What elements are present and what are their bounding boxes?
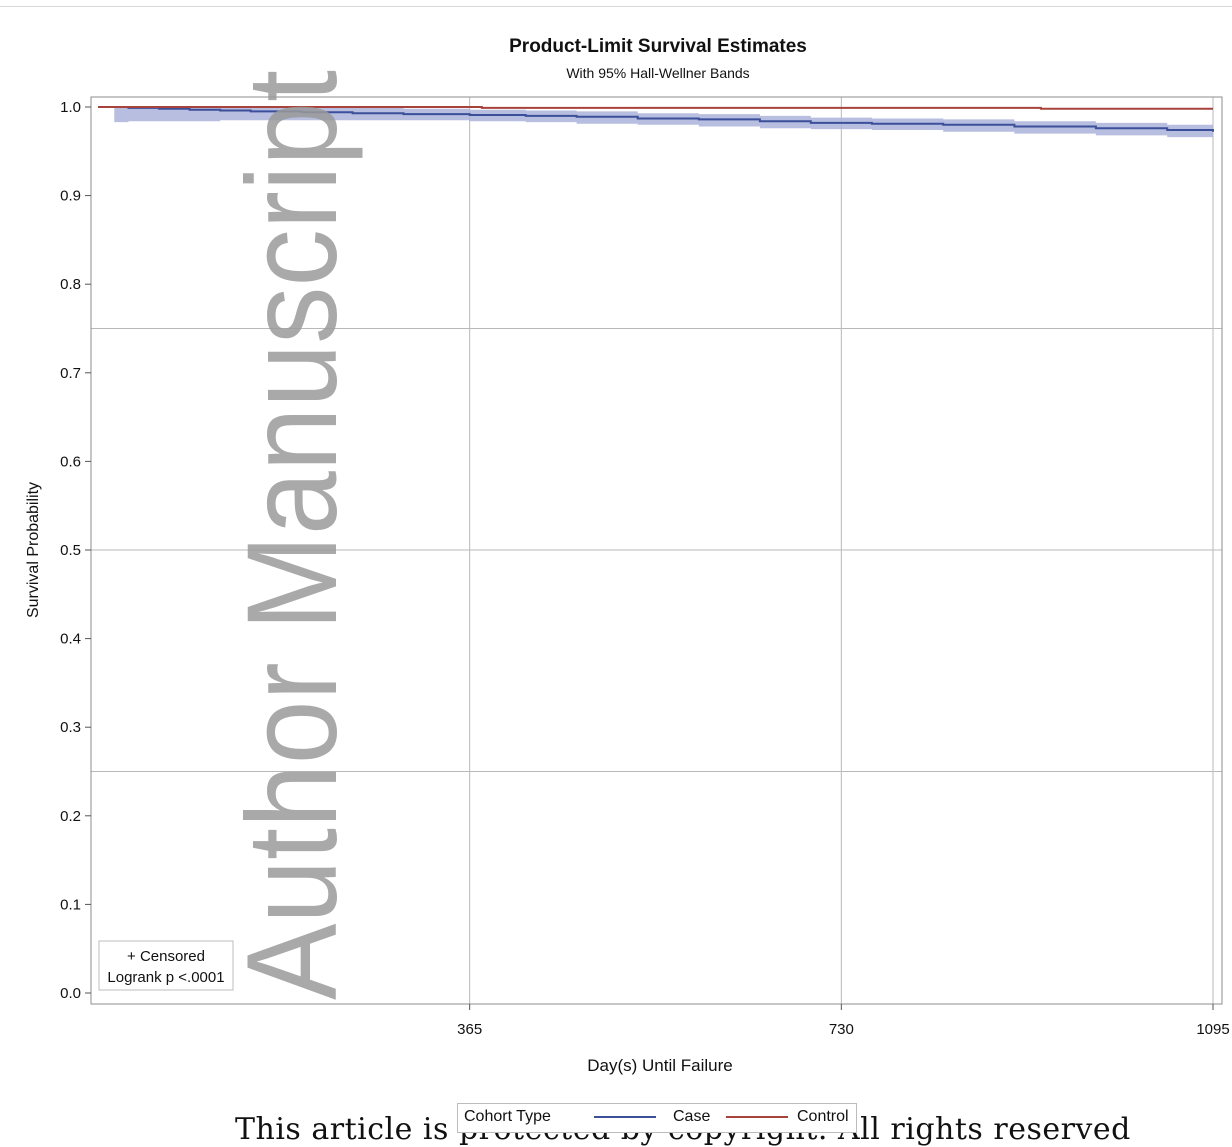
y-tick-label: 0.3 (60, 719, 81, 736)
y-tick-label: 1.0 (60, 99, 81, 116)
chart-subtitle: With 95% Hall-Wellner Bands (566, 65, 749, 81)
x-tick-label: 1095 (1196, 1021, 1229, 1038)
legend-control-swatch (726, 1116, 788, 1118)
confidence-band-case (114, 107, 1213, 138)
y-tick-label: 0.7 (60, 365, 81, 382)
inset-logrank-text: Logrank p <.0001 (107, 969, 224, 986)
series-line-control (98, 106, 1213, 110)
y-tick-label: 0.8 (60, 276, 81, 293)
y-tick-label: 0.0 (60, 985, 81, 1002)
legend: Cohort Type Case Control (457, 1103, 857, 1133)
y-tick-label: 0.5 (60, 542, 81, 559)
legend-control-label: Control (797, 1108, 849, 1125)
series-layer (98, 106, 1214, 132)
band-layer (114, 107, 1213, 138)
y-tick-label: 0.1 (60, 896, 81, 913)
x-tick-label: 730 (829, 1021, 854, 1038)
y-tick-label: 0.6 (60, 453, 81, 470)
legend-title: Cohort Type (464, 1108, 551, 1125)
grid-layer (91, 97, 1222, 1004)
x-tick-label: 365 (457, 1021, 482, 1038)
inset-censored-text: + Censored (127, 948, 205, 965)
x-axis-label: Day(s) Until Failure (587, 1056, 732, 1075)
top-divider (0, 6, 1232, 7)
watermark-layer: Author Manuscript (221, 70, 364, 1000)
chart-title: Product-Limit Survival Estimates (509, 36, 807, 57)
y-tick-label: 0.4 (60, 631, 81, 648)
watermark-text: Author Manuscript (221, 70, 364, 1000)
legend-case-label: Case (673, 1108, 711, 1125)
y-tick-label: 0.9 (60, 188, 81, 205)
series-line-case (98, 106, 1214, 132)
y-axis-label: Survival Probability (25, 482, 42, 618)
axes-layer: 0.0 0.1 0.2 0.3 0.4 0.5 0.6 0.7 0.8 0.9 1.0 365 730 1… (60, 96, 1230, 1038)
y-tick-label: 0.2 (60, 808, 81, 825)
inset-box: + Censored Logrank p <.0001 (98, 940, 234, 991)
legend-case-swatch (594, 1116, 656, 1118)
